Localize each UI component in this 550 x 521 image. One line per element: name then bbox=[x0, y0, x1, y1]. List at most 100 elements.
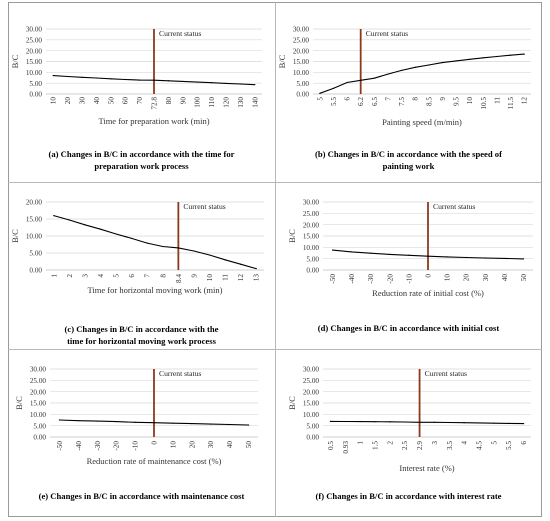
chart-d-xtick-label: 10 bbox=[444, 274, 452, 282]
chart-d-ytick-label: 30.00 bbox=[303, 199, 320, 207]
chart-a-data-point bbox=[124, 78, 126, 81]
chart-f-data-point bbox=[359, 420, 361, 423]
chart-c-ytick-label: 20.00 bbox=[26, 199, 43, 207]
chart-f-xtick-label: 2.5 bbox=[401, 441, 409, 450]
chart-b-xtick-label: 5 bbox=[316, 97, 324, 101]
chart-b-data-point bbox=[400, 69, 403, 71]
chart-e-ytick-label: 0.00 bbox=[33, 434, 46, 442]
chart-f-xtick-label: 2 bbox=[386, 441, 394, 445]
chart-f-ytick-label: 0.00 bbox=[306, 434, 319, 442]
chart-b-data-point bbox=[482, 57, 484, 59]
chart-d-data-point bbox=[465, 256, 467, 259]
chart-a-data-point bbox=[95, 77, 97, 79]
chart-c-data-point bbox=[255, 268, 257, 270]
chart-a-data-point bbox=[67, 75, 69, 78]
chart-e-ylabel: B/C bbox=[14, 396, 24, 410]
chart-d-ytick-label: 0.00 bbox=[306, 267, 319, 275]
chart-f-caption: (f) Changes in B/C in accordance with in… bbox=[275, 490, 542, 502]
chart-b-data-point bbox=[496, 55, 498, 58]
chart-d-ytick-label: 5.00 bbox=[306, 255, 319, 263]
chart-panel-a: 0.00 5.00 10.00 15.00 20.00 25.00 30.00 B/C 10 20… bbox=[8, 2, 275, 182]
chart-f-data-point bbox=[433, 421, 436, 423]
chart-a-data-point bbox=[196, 81, 198, 83]
chart-f-xtick-label: 3.5 bbox=[446, 441, 454, 450]
chart-c-series-line bbox=[53, 215, 257, 270]
chart-f-data-point bbox=[374, 421, 376, 423]
chart-f-data-point bbox=[522, 423, 525, 425]
chart-a-ytick-label: 5.00 bbox=[29, 80, 42, 88]
chart-c-data-point bbox=[240, 263, 242, 265]
chart-c-xtick-label: 5 bbox=[113, 274, 121, 278]
chart-a-xtick-label: 110 bbox=[208, 97, 216, 108]
chart-c-ytick-label: 0.00 bbox=[29, 267, 42, 275]
chart-f-data-point bbox=[389, 421, 391, 423]
chart-f-data-point bbox=[404, 421, 406, 423]
chart-f-xtick-label: 1 bbox=[357, 441, 365, 445]
chart-a-caption: (a) Changes in B/C in accordance with th… bbox=[8, 148, 275, 172]
chart-d-ytick-label: 25.00 bbox=[303, 210, 320, 218]
chart-b-caption-line1: (b) Changes in B/C in accordance with th… bbox=[315, 149, 502, 159]
chart-b-ytick-label: 10.00 bbox=[293, 69, 310, 77]
chart-e-xtick-label: 20 bbox=[188, 441, 196, 449]
chart-e-xlabel: Reduction rate of maintenance cost (%) bbox=[87, 456, 222, 466]
chart-c-xlabel: Time for horizontal moving work (min) bbox=[88, 285, 223, 295]
chart-b-xtick-label: 7 bbox=[384, 97, 392, 101]
chart-a-xtick-label: 100 bbox=[194, 97, 202, 108]
chart-d-svg: 0.00 5.00 10.00 15.00 20.00 25.00 30.00 B/C -50 -… bbox=[287, 199, 533, 298]
chart-e-ytick-label: 25.00 bbox=[30, 377, 47, 385]
chart-f-data-point bbox=[329, 420, 332, 422]
chart-a-ytick-label: 25.00 bbox=[26, 36, 43, 44]
chart-e-data-point bbox=[210, 423, 212, 425]
chart-d-data-point bbox=[484, 257, 486, 259]
chart-b-data-point bbox=[360, 79, 362, 81]
chart-e-xtick-label: -40 bbox=[75, 441, 83, 451]
chart-e-data-point bbox=[191, 423, 193, 425]
chart-e-ytick-label: 20.00 bbox=[30, 388, 47, 396]
chart-f-ytick-label: 30.00 bbox=[303, 366, 320, 374]
chart-d-xtick-label: 0 bbox=[425, 274, 433, 278]
chart-f-xtick-label: 5.5 bbox=[505, 441, 513, 450]
chart-c-caption: (c) Changes in B/C in accordance with th… bbox=[8, 323, 275, 347]
chart-c-xtick-label: 10 bbox=[206, 274, 214, 282]
chart-panel-c: 0.00 5.00 10.00 15.00 20.00 B/C 1 2 3 4 5 6 7 8 8.4 9 10… bbox=[8, 182, 275, 349]
chart-a-caption-line2: preparation work process bbox=[94, 161, 189, 171]
chart-b-caption-line2: painting work bbox=[382, 161, 435, 171]
chart-a-xtick-label: 50 bbox=[107, 97, 115, 105]
chart-a-xtick-label: 40 bbox=[93, 97, 101, 105]
chart-c-xtick-label: 3 bbox=[81, 274, 89, 278]
chart-c-ytick-label: 15.00 bbox=[26, 216, 43, 224]
chart-f-current-label: Current status bbox=[425, 369, 467, 378]
chart-a-xtick-label: 140 bbox=[251, 97, 259, 108]
chart-f-data-point bbox=[418, 421, 421, 423]
chart-b-data-point bbox=[319, 92, 321, 94]
chart-e-current-label: Current status bbox=[159, 369, 201, 378]
chart-c-xtick-label: 9 bbox=[190, 274, 198, 278]
chart-f-xtick-label: 6 bbox=[520, 441, 528, 445]
chart-e-ytick-label: 5.00 bbox=[33, 422, 46, 430]
chart-d-data-point bbox=[351, 251, 353, 253]
chart-f-xtick-label: 0.5 bbox=[327, 441, 335, 450]
chart-d-data-point bbox=[427, 255, 429, 257]
chart-c-data-point bbox=[131, 237, 133, 239]
chart-d-current-label: Current status bbox=[433, 202, 475, 211]
chart-a-current-label: Current status bbox=[159, 29, 201, 38]
chart-f-data-point bbox=[478, 422, 480, 424]
grid-divider-vertical bbox=[275, 2, 276, 517]
chart-b-xtick-label: 7.5 bbox=[398, 97, 406, 106]
chart-b-ylabel: B/C bbox=[277, 54, 287, 68]
chart-e-xtick-label: 30 bbox=[207, 441, 215, 449]
chart-f-xtick-label: 4.5 bbox=[476, 441, 484, 450]
chart-f-xtick-label: 4 bbox=[461, 441, 469, 445]
chart-b-xtick-label: 6.5 bbox=[371, 97, 379, 106]
chart-d-xtick-label: -40 bbox=[348, 274, 356, 284]
chart-a-ytick-label: 30.00 bbox=[26, 26, 43, 34]
chart-b-xtick-label: 6 bbox=[344, 97, 352, 101]
chart-f-series-line bbox=[330, 420, 524, 425]
chart-e-xtick-label: 10 bbox=[169, 441, 177, 449]
chart-e-data-point bbox=[247, 424, 250, 426]
chart-b-data-point bbox=[509, 54, 512, 56]
chart-e-ytick-label: 30.00 bbox=[30, 366, 47, 374]
chart-a-xtick-label: 90 bbox=[179, 97, 187, 105]
chart-a-data-point bbox=[153, 79, 155, 81]
chart-d-caption: (d) Changes in B/C in accordance with in… bbox=[275, 322, 542, 334]
